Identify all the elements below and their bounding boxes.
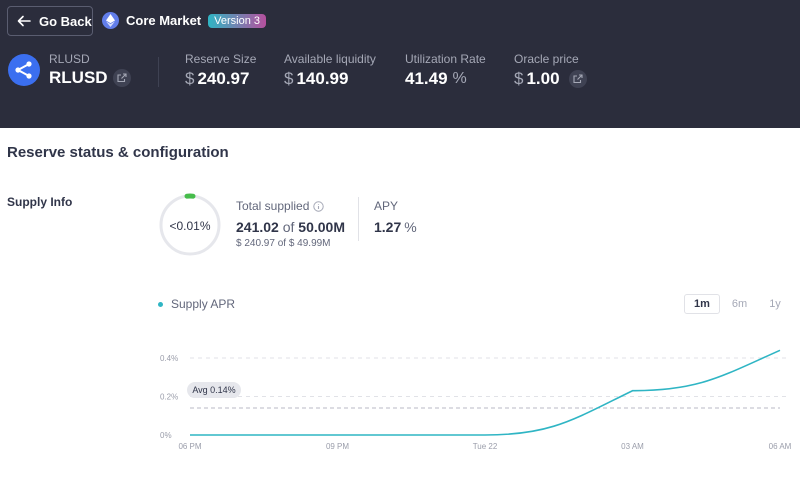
stat-label: Utilization Rate	[405, 52, 486, 66]
y-tick-label: 0%	[160, 431, 172, 440]
average-label-pill	[187, 382, 241, 399]
y-tick-label: 0.2%	[160, 393, 178, 402]
x-tick-label: 03 AM	[621, 442, 644, 451]
go-back-button[interactable]: Go Back	[7, 6, 93, 36]
x-tick-label: Tue 22	[473, 442, 498, 451]
range-1m-button[interactable]: 1m	[684, 294, 720, 314]
supplied-amount: 241.02	[236, 219, 279, 235]
header-divider	[158, 57, 159, 87]
go-back-label: Go Back	[39, 13, 92, 29]
asset-symbol: RLUSD	[49, 68, 108, 87]
supply-cap-amount: 50.00M	[298, 219, 345, 235]
stat-label: Oracle price	[514, 52, 579, 66]
percent-suffix: %	[452, 70, 467, 87]
supply-cap-usage: <0.01%	[169, 219, 211, 233]
total-supplied-value: 241.02 of 50.00M	[236, 219, 345, 235]
info-icon[interactable]	[313, 200, 325, 212]
external-link-icon[interactable]	[568, 70, 587, 88]
of-word: of	[282, 219, 295, 235]
stat-label: Reserve Size	[185, 52, 257, 66]
ethereum-icon	[102, 12, 119, 29]
reserve-size-stat: Reserve Size $240.97	[185, 52, 256, 89]
supply-cap-ring	[159, 193, 221, 256]
market-selector[interactable]: Core Market Version 3	[102, 12, 267, 29]
total-supplied-usd: $ 240.97 of $ 49.99M	[236, 238, 331, 249]
x-tick-label: 09 PM	[326, 442, 349, 451]
asset-symbol-small: RLUSD	[49, 52, 90, 66]
chart-legend: Supply APR	[158, 297, 235, 311]
series-line	[190, 349, 781, 436]
average-label: Avg 0.14%	[192, 385, 235, 395]
market-name: Core Market	[126, 13, 202, 28]
stat-value: 1.00	[526, 69, 560, 88]
utilization-rate-stat: Utilization Rate 41.49%	[405, 52, 486, 89]
oracle-price-stat: Oracle price $1.00	[514, 52, 587, 89]
y-tick-label: 0.4%	[160, 354, 178, 363]
supply-divider	[358, 197, 359, 241]
available-liquidity-stat: Available liquidity $140.99	[284, 52, 376, 89]
currency-prefix: $	[514, 69, 524, 88]
legend-dot	[158, 301, 163, 307]
apy-label: APY	[374, 199, 399, 213]
arrow-left-icon	[17, 15, 31, 27]
apy-value: 1.27%	[374, 219, 417, 235]
supply-apr-chart: 0% 0.2% 0.4% 06 PM 09 PM Tue 22 03 AM 06 AM Avg …	[160, 349, 792, 451]
section-title: Reserve status & configuration	[7, 144, 229, 161]
total-supplied-text: Total supplied	[236, 199, 310, 213]
legend-label: Supply APR	[171, 297, 236, 311]
external-link-icon[interactable]	[113, 69, 131, 87]
apy-suffix: %	[404, 219, 417, 235]
currency-prefix: $	[284, 69, 294, 88]
range-6m-button[interactable]: 6m	[731, 298, 748, 310]
time-range-toggle: 1m 6m 1y	[684, 293, 791, 315]
stat-value: 240.97	[197, 69, 250, 88]
range-1y-button[interactable]: 1y	[769, 298, 781, 310]
version-badge: Version 3	[208, 13, 267, 28]
currency-prefix: $	[185, 69, 195, 88]
x-tick-label: 06 AM	[769, 442, 792, 451]
stat-value: 140.99	[296, 69, 349, 88]
total-supplied-label: Total supplied	[236, 199, 325, 213]
stat-value: 41.49	[405, 69, 448, 88]
reserve-header: Go Back Core Market Version 3 RLUSD RLUS…	[0, 0, 800, 128]
ripple-icon	[8, 54, 40, 86]
supply-info-label: Supply Info	[7, 195, 73, 209]
apy-number: 1.27	[374, 219, 402, 235]
stat-label: Available liquidity	[284, 52, 376, 66]
x-tick-label: 06 PM	[178, 442, 201, 451]
